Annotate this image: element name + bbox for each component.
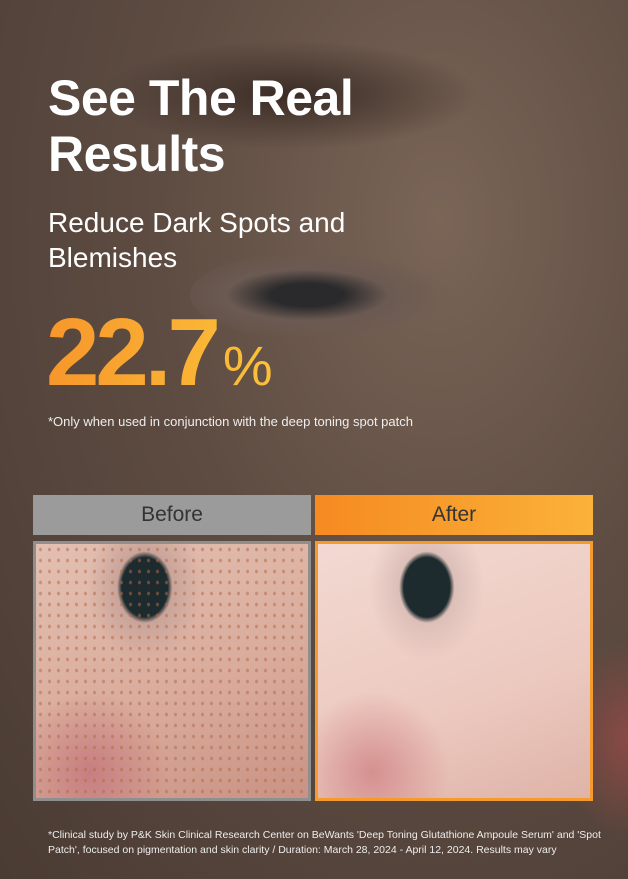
footnote: *Clinical study by P&K Skin Clinical Res… bbox=[48, 829, 601, 856]
after-label: After bbox=[315, 495, 593, 535]
before-image bbox=[33, 541, 311, 801]
background-eye bbox=[190, 250, 450, 340]
stat-number: 22.7 bbox=[46, 299, 217, 406]
before-panel: Before bbox=[33, 495, 311, 801]
before-label: Before bbox=[33, 495, 311, 535]
stat-unit: % bbox=[222, 334, 273, 397]
stat-note: *Only when used in conjunction with the … bbox=[48, 414, 413, 429]
headline: See The Real Results bbox=[48, 70, 354, 182]
background-brow bbox=[100, 40, 480, 150]
stat-value: 22.7% bbox=[46, 298, 273, 408]
after-image bbox=[315, 541, 593, 801]
after-panel: After bbox=[315, 495, 593, 801]
subheadline: Reduce Dark Spots and Blemishes bbox=[48, 207, 346, 273]
